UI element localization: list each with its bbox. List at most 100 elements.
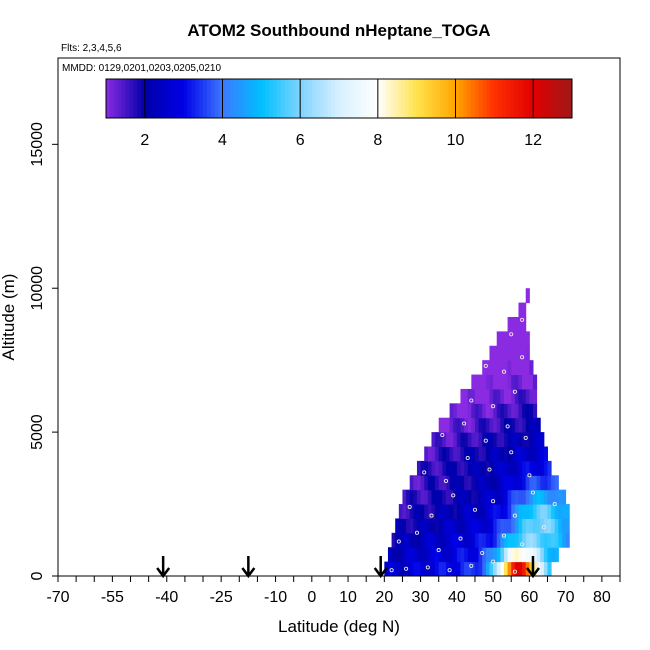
heatmap-cell bbox=[482, 374, 487, 390]
heatmap-cell bbox=[547, 475, 552, 491]
heatmap-cell bbox=[514, 403, 519, 419]
colorbar-segment bbox=[172, 79, 177, 118]
heatmap-cell bbox=[438, 432, 443, 447]
heatmap-cell bbox=[554, 532, 559, 548]
heatmap-cell bbox=[485, 388, 490, 404]
heatmap-cell bbox=[493, 518, 498, 534]
heatmap-cell bbox=[525, 547, 530, 563]
heatmap-cell bbox=[478, 561, 483, 577]
colorbar-segment bbox=[560, 79, 565, 118]
heatmap-cell bbox=[449, 532, 454, 548]
heatmap-cell bbox=[442, 561, 447, 577]
heatmap-cell bbox=[503, 345, 509, 361]
heatmap-cell bbox=[431, 504, 436, 519]
colorbar-segment bbox=[412, 79, 418, 118]
heatmap-cell bbox=[460, 504, 465, 519]
heatmap-cell bbox=[474, 417, 480, 433]
heatmap-cell bbox=[496, 518, 501, 534]
heatmap-cell bbox=[438, 504, 443, 519]
heatmap-cell bbox=[409, 532, 414, 548]
heatmap-cell bbox=[424, 532, 429, 548]
heatmap-cell bbox=[540, 489, 545, 505]
heatmap-cell bbox=[406, 504, 411, 519]
heatmap-cell bbox=[464, 489, 469, 505]
profile-arrow bbox=[156, 556, 171, 579]
heatmap-cell bbox=[554, 475, 559, 491]
heatmap-cell bbox=[547, 561, 552, 577]
heatmap-cell bbox=[511, 547, 516, 563]
x-tick-label: 40 bbox=[448, 589, 466, 606]
colorbar-segment bbox=[478, 79, 484, 118]
heatmap-cell bbox=[543, 561, 548, 577]
heatmap-cell bbox=[445, 432, 451, 447]
heatmap-cell bbox=[424, 518, 429, 534]
sample-point bbox=[472, 507, 478, 512]
heatmap-cell bbox=[518, 460, 523, 476]
heatmap-cell bbox=[496, 331, 501, 347]
colorbar-frame bbox=[105, 78, 573, 119]
heatmap-cell bbox=[431, 475, 436, 491]
heatmap-cell bbox=[493, 360, 498, 376]
colorbar-segment bbox=[502, 79, 507, 118]
heatmap-cell bbox=[500, 374, 505, 390]
colorbar-tick-label: 12 bbox=[524, 132, 542, 149]
heatmap-cell bbox=[427, 547, 432, 563]
heatmap-cell bbox=[514, 518, 519, 534]
heatmap-cell bbox=[489, 561, 494, 577]
heatmap-cell bbox=[424, 547, 429, 563]
heatmap-cell bbox=[431, 432, 436, 447]
heatmap-cell bbox=[514, 532, 519, 548]
heatmap-cell bbox=[453, 547, 458, 563]
heatmap-cell bbox=[442, 532, 447, 548]
colorbar-segment bbox=[179, 79, 185, 118]
heatmap-cell bbox=[522, 475, 527, 491]
colorbar-segment bbox=[148, 79, 154, 118]
heatmap-cell bbox=[416, 532, 422, 548]
heatmap-cell bbox=[518, 504, 523, 519]
colorbar-segment bbox=[459, 79, 464, 118]
colorbar-segment bbox=[144, 79, 150, 118]
heatmap-cell bbox=[525, 532, 530, 548]
heatmap-cell bbox=[438, 489, 443, 505]
heatmap-cell bbox=[402, 504, 407, 519]
heatmap-cell bbox=[471, 489, 476, 505]
heatmap-cell bbox=[471, 388, 476, 404]
heatmap-cell bbox=[485, 446, 490, 462]
colorbar-segment bbox=[276, 79, 282, 118]
heatmap-cell bbox=[489, 446, 494, 462]
heatmap-cell bbox=[529, 504, 534, 519]
heatmap-cell bbox=[507, 561, 512, 577]
colorbar-segment bbox=[389, 79, 394, 118]
heatmap-cell bbox=[464, 388, 469, 404]
heatmap-cell bbox=[424, 561, 429, 577]
heatmap-cell bbox=[478, 489, 483, 505]
colorbar-segment bbox=[346, 79, 352, 118]
heatmap-cell bbox=[540, 561, 545, 577]
heatmap-cell bbox=[442, 489, 447, 505]
heatmap-cell bbox=[503, 360, 509, 376]
colorbar-segment bbox=[373, 79, 379, 118]
heatmap-cell bbox=[442, 460, 447, 476]
heatmap-cell bbox=[460, 561, 465, 577]
heatmap-cell bbox=[496, 432, 501, 447]
heatmap-cell bbox=[507, 331, 512, 347]
heatmap-cell bbox=[406, 547, 411, 563]
colorbar-segment bbox=[261, 79, 266, 118]
sample-point bbox=[520, 355, 525, 360]
heatmap-cell bbox=[503, 446, 509, 462]
heatmap-cell bbox=[471, 432, 476, 447]
heatmap-cell bbox=[442, 446, 447, 462]
colorbar-segment bbox=[385, 79, 390, 118]
heatmap-cell bbox=[503, 432, 509, 447]
heatmap-cell bbox=[424, 460, 429, 476]
heatmap-cell bbox=[402, 518, 407, 534]
heatmap-cell bbox=[456, 475, 461, 491]
heatmap-cell bbox=[453, 489, 458, 505]
heatmap-cell bbox=[485, 417, 490, 433]
heatmap-cell bbox=[525, 446, 530, 462]
sample-point bbox=[534, 562, 539, 567]
heatmap-cell bbox=[449, 547, 454, 563]
heatmap-cell bbox=[511, 446, 516, 462]
heatmap-cell bbox=[467, 388, 472, 404]
heatmap-cell bbox=[540, 504, 545, 519]
